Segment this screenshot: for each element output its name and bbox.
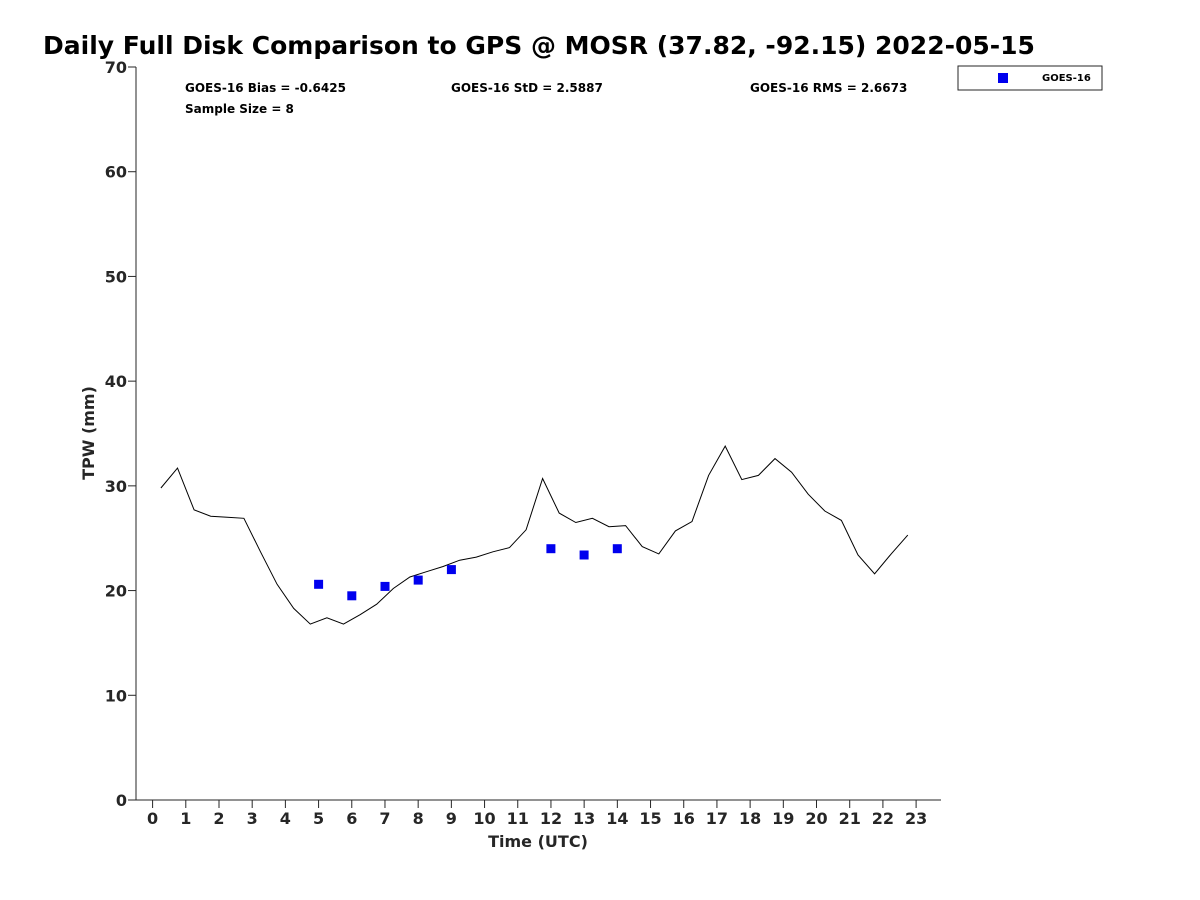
x-tick-label: 3 [247,809,258,828]
x-tick-label: 22 [872,809,894,828]
x-tick-label: 12 [540,809,562,828]
x-tick-label: 7 [379,809,390,828]
goes16-point [446,565,456,575]
y-tick-label: 10 [105,686,127,705]
gps-line [160,445,909,625]
x-tick-label: 8 [413,809,424,828]
x-tick-label: 0 [147,809,158,828]
x-tick-label: 16 [673,809,695,828]
goes16-point [579,550,589,560]
x-axis-label: Time (UTC) [488,832,588,851]
legend-marker-goes16 [998,73,1008,83]
goes16-point [347,591,357,601]
stats-annotations: GOES-16 Bias = -0.6425 GOES-16 StD = 2.5… [185,81,907,116]
y-tick-label: 0 [116,791,127,810]
x-tick-label: 18 [739,809,761,828]
x-tick-label: 23 [905,809,927,828]
y-tick-label: 70 [105,58,127,77]
y-tick-label: 30 [105,477,127,496]
x-tick-label: 2 [213,809,224,828]
y-axis-ticks: 0 10 20 30 40 50 60 70 [105,58,136,810]
goes16-point [546,544,556,554]
x-tick-label: 21 [839,809,861,828]
x-tick-label: 10 [473,809,495,828]
std-stat: GOES-16 StD = 2.5887 [451,81,603,95]
series-layer [160,445,909,625]
legend-box [957,65,1103,91]
bias-stat: GOES-16 Bias = -0.6425 [185,81,346,95]
goes16-point [612,544,622,554]
y-tick-label: 50 [105,267,127,286]
x-tick-label: 9 [446,809,457,828]
y-axis-label: TPW (mm) [79,386,98,480]
goes16-point [380,581,390,591]
rms-stat: GOES-16 RMS = 2.6673 [750,81,907,95]
y-tick-label: 40 [105,372,127,391]
x-tick-label: 17 [706,809,728,828]
x-tick-label: 6 [346,809,357,828]
legend: GOES-16 [957,65,1103,91]
y-tick-label: 20 [105,582,127,601]
x-tick-label: 4 [280,809,291,828]
x-tick-label: 5 [313,809,324,828]
y-tick-label: 60 [105,163,127,182]
x-tick-label: 20 [805,809,827,828]
chart-title: Daily Full Disk Comparison to GPS @ MOSR… [43,31,1035,60]
goes16-point [413,575,423,585]
x-tick-label: 13 [573,809,595,828]
goes16-point [314,579,324,589]
x-axis-ticks: 0 1 2 3 4 5 6 7 8 9 10 11 12 13 14 15 16 17 18 19 20 21 22 23 [147,800,927,828]
x-tick-label: 14 [606,809,628,828]
x-tick-label: 11 [507,809,529,828]
x-tick-label: 15 [639,809,661,828]
sample-size-stat: Sample Size = 8 [185,102,294,116]
x-tick-label: 1 [180,809,191,828]
legend-label-goes16: GOES-16 [1042,73,1091,84]
x-tick-label: 19 [772,809,794,828]
